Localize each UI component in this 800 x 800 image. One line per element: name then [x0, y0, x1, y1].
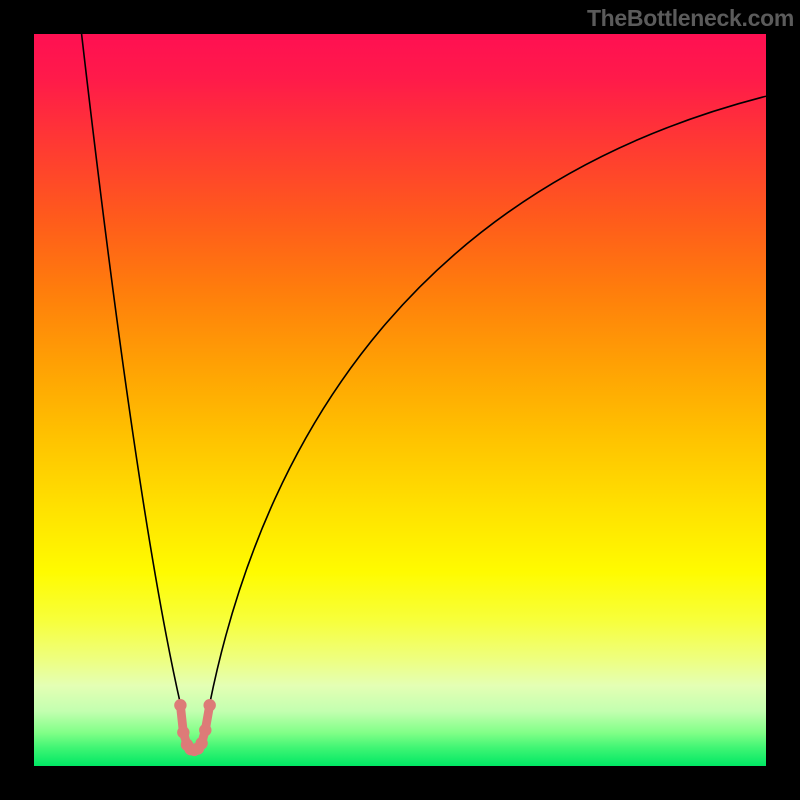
- chart-background: [34, 34, 766, 766]
- valley-marker: [199, 724, 211, 736]
- valley-marker: [177, 726, 189, 738]
- bottleneck-curve-chart: [34, 34, 766, 766]
- valley-marker: [203, 699, 215, 711]
- watermark-source-label: TheBottleneck.com: [587, 5, 794, 32]
- valley-marker: [195, 737, 207, 749]
- valley-marker: [174, 699, 186, 711]
